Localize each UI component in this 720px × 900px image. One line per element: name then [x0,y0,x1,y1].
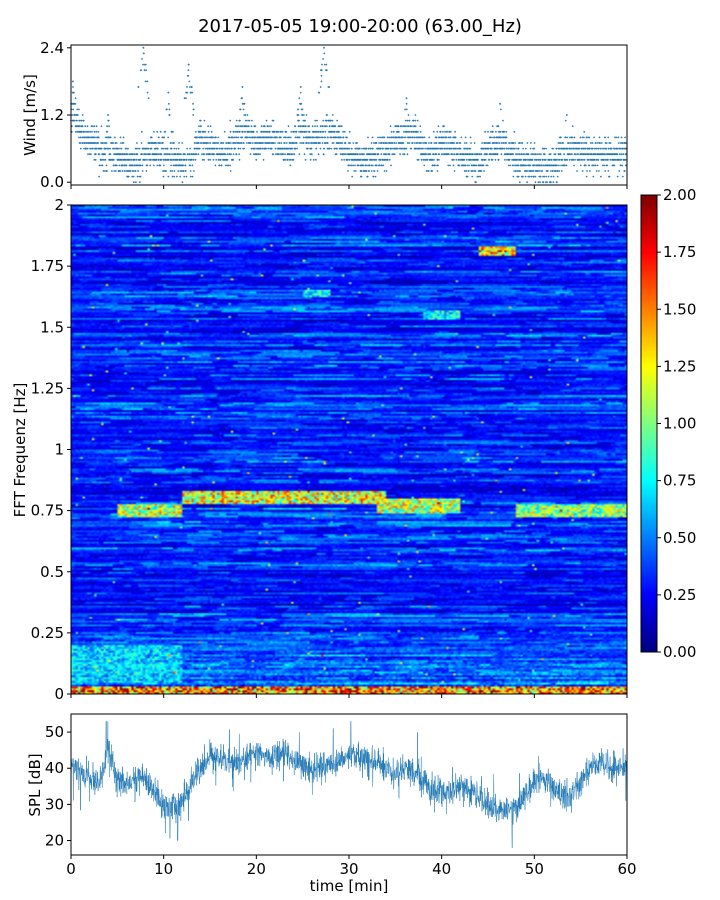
spectrogram-panel: 0 0.25 0.5 0.75 1 1.25 1.5 1.75 2 FFT Frequenz [… [11,196,628,703]
colorbar-tick-label: 2.00 [663,186,696,204]
spl-ytick-label: 50 [45,723,64,741]
colorbar-tick-label: 1.25 [663,357,696,375]
spl-ytick-label: 20 [45,832,64,850]
spl-axes-frame [70,713,628,856]
spl-xtick-label: 40 [432,860,451,878]
colorbar: 0.00 0.25 0.50 0.75 1.00 1.25 1.50 1.75 2.00 [640,186,696,661]
figure-title: 2017-05-05 19:00-20:00 (63.00_Hz) [198,16,522,37]
spectrogram-ytick-label: 1.25 [31,379,64,397]
spl-ylabel: SPL [dB] [26,753,44,816]
spectrogram-ytick-label: 0.25 [31,624,64,642]
spl-xtick-label: 0 [66,860,76,878]
spl-panel: 20 30 40 50 0 10 20 30 40 50 60 SPL [dB] time [min… [26,713,637,895]
spl-ytick-label: 40 [45,759,64,777]
spectrogram-ticks: 0 0.25 0.5 0.75 1 1.25 1.5 1.75 2 [31,196,628,703]
wind-markers [70,46,628,184]
spectrogram-ytick-label: 1.75 [31,257,64,275]
wind-ticks: 0.0 1.2 2.4 [40,39,628,191]
wind-ytick-label: 0.0 [40,173,64,191]
spectrogram-ytick-label: 1 [54,441,64,459]
colorbar-tick-label: 1.75 [663,243,696,261]
spectrogram-ytick-label: 1.5 [40,318,64,336]
spectrogram-ytick-label: 2 [54,196,64,214]
spl-xtick-label: 10 [154,860,173,878]
wind-ytick-label: 2.4 [40,39,64,57]
colorbar-tick-label: 1.00 [663,415,696,433]
colorbar-tick-label: 0.00 [663,643,696,661]
spl-xtick-label: 60 [617,860,636,878]
spl-series [70,720,628,849]
spectrogram-ytick-label: 0.5 [40,563,64,581]
spl-xtick-label: 20 [247,860,266,878]
spl-line [70,720,628,849]
spl-ytick-label: 30 [45,795,64,813]
spectrogram-ylabel: FFT Frequenz [Hz] [11,383,29,518]
colorbar-tick-label: 0.50 [663,529,696,547]
spectrogram-heatmap [71,205,627,694]
colorbar-ticks: 0.00 0.25 0.50 0.75 1.00 1.25 1.50 1.75 2.00 [657,186,696,661]
wind-scatter [70,46,628,184]
colorbar-gradient [641,195,657,652]
spl-ticks: 20 30 40 50 0 10 20 30 40 50 60 [45,723,637,878]
spl-xtick-label: 30 [339,860,358,878]
wind-ytick-label: 1.2 [40,106,64,124]
colorbar-tick-label: 1.50 [663,300,696,318]
wind-panel: 0.0 1.2 2.4 Wind [m/s] [21,39,628,191]
spectrogram-ytick-label: 0 [54,685,64,703]
spl-xlabel: time [min] [310,877,389,895]
spl-xtick-label: 50 [525,860,544,878]
wind-axes-frame [70,44,628,186]
spectrogram-ytick-label: 0.75 [31,502,64,520]
colorbar-tick-label: 0.75 [663,472,696,490]
colorbar-tick-label: 0.25 [663,586,696,604]
wind-ylabel: Wind [m/s] [21,74,39,156]
